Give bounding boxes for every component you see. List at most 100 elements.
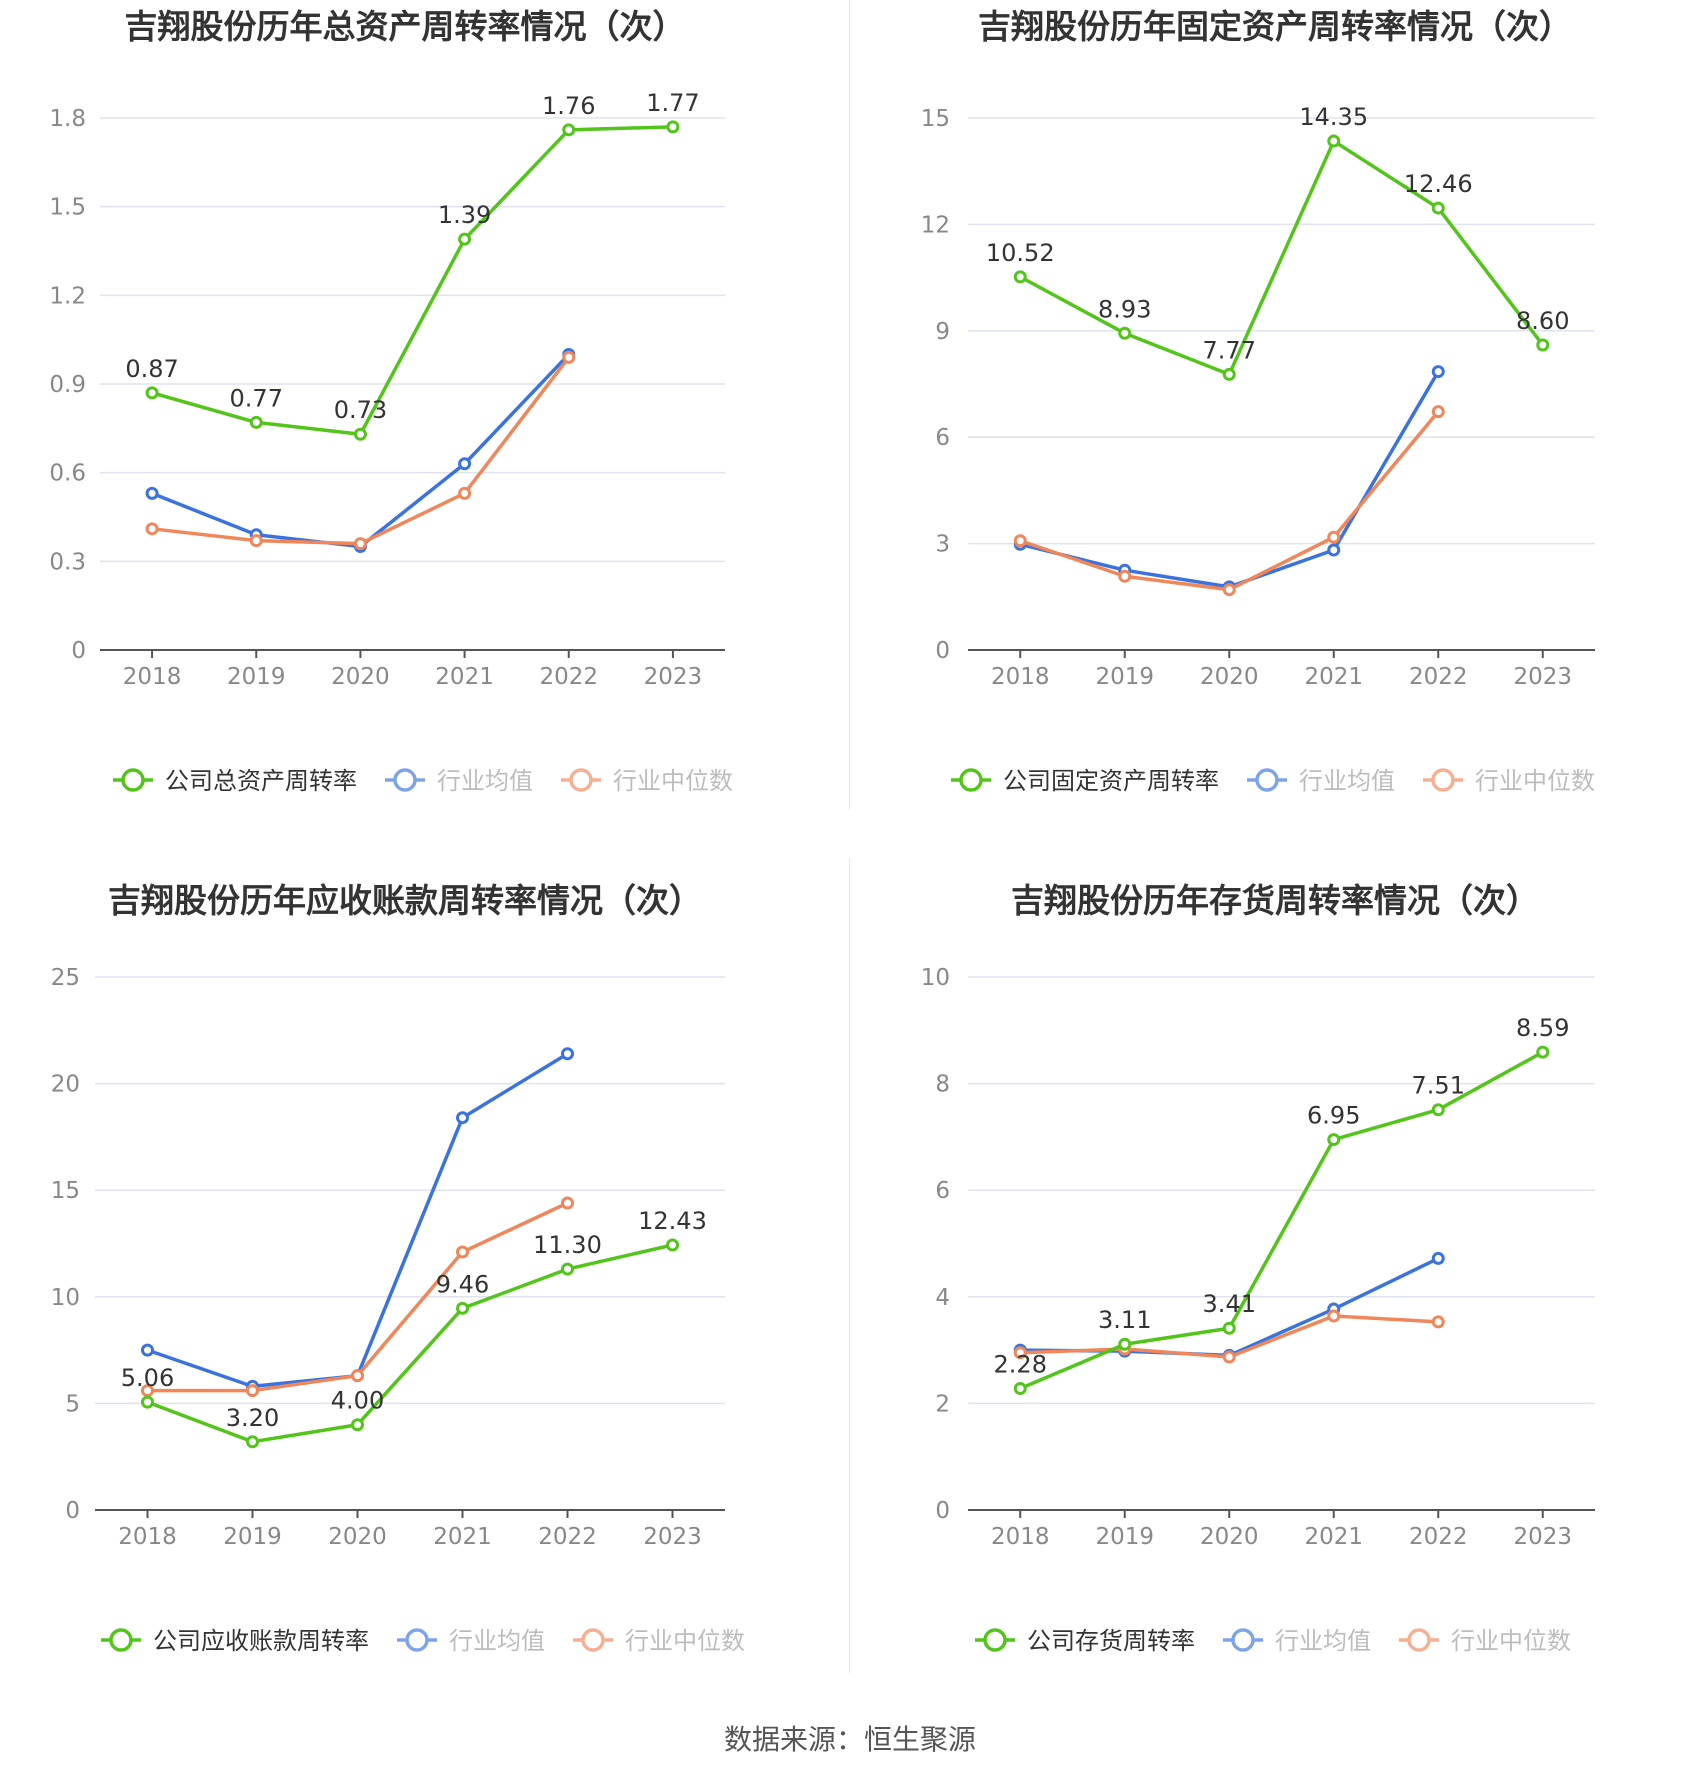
data-label: 7.51 [1412, 1072, 1465, 1100]
data-point-company [1118, 326, 1132, 340]
legend-marker [393, 768, 417, 792]
x-tick-label: 2020 [328, 1524, 387, 1550]
x-tick-label: 2020 [1200, 1524, 1259, 1550]
y-tick-label: 1.2 [49, 283, 86, 309]
chart-title: 吉翔股份历年存货周转率情况（次） [1011, 881, 1539, 920]
y-tick-label: 0.9 [49, 372, 86, 398]
x-tick-label: 2019 [1095, 664, 1154, 690]
data-point-company [1536, 1045, 1550, 1059]
legend-label: 行业均值 [1299, 767, 1395, 795]
chart-inventory-svg: 吉翔股份历年存货周转率情况（次） 0 2 4 6 8 10 2018 2019 2020 2021 2… [921, 881, 1595, 1655]
legend-marker [1255, 768, 1279, 792]
x-tick-label: 2020 [1200, 664, 1259, 690]
legend-marker [405, 1628, 429, 1652]
data-label: 0.87 [125, 355, 178, 383]
data-point-mean [141, 1343, 154, 1357]
legend: 公司应收账款周转率 行业均值 行业中位数 [101, 1627, 745, 1655]
series-line-mean [146, 1052, 569, 1389]
y-tick-label: 10 [921, 965, 950, 991]
x-tick-label: 2018 [123, 664, 182, 690]
data-point-company [1013, 270, 1027, 284]
data-source-note: 数据来源：恒生聚源 [723, 1723, 976, 1756]
series-line-median [1019, 410, 1440, 592]
data-label: 8.93 [1098, 295, 1151, 323]
y-tick-label: 0.3 [49, 549, 86, 575]
y-tick-label: 12 [921, 212, 950, 238]
data-point-mean [561, 1047, 574, 1061]
data-point-median [141, 1384, 154, 1398]
legend-label: 公司总资产周转率 [165, 767, 357, 795]
chart-panel-total-assets: 吉翔股份历年总资产周转率情况（次） 0 0.3 0.6 0.9 1.2 1.5 1.8 2018… [0, 0, 850, 860]
data-point-median [1431, 405, 1445, 419]
legend-label: 行业中位数 [1475, 767, 1595, 795]
y-tick-label: 0 [935, 1498, 950, 1524]
data-label: 3.11 [1098, 1306, 1151, 1334]
legend-item-mean: 行业均值 [397, 1627, 545, 1655]
y-tick-label: 0 [935, 638, 950, 664]
x-tick-label: 2022 [539, 664, 598, 690]
data-label: 12.46 [1404, 170, 1473, 198]
data-point-company [1327, 1133, 1341, 1147]
data-label: 4.00 [331, 1387, 384, 1415]
data-point-median [1327, 1309, 1341, 1323]
data-label: 6.95 [1307, 1102, 1360, 1130]
data-label: 0.73 [334, 396, 387, 424]
legend: 公司固定资产周转率 行业均值 行业中位数 [951, 767, 1595, 795]
legend-item-company: 公司固定资产周转率 [951, 767, 1219, 795]
legend-item-median: 行业中位数 [1423, 767, 1595, 795]
data-point-median [1118, 569, 1132, 583]
y-tick-label: 20 [51, 1072, 80, 1098]
legend: 公司总资产周转率 行业均值 行业中位数 [113, 767, 733, 795]
y-tick-label: 6 [935, 425, 950, 451]
data-label: 5.06 [121, 1364, 174, 1392]
data-point-company [456, 1301, 469, 1315]
legend-marker [983, 1628, 1007, 1652]
legend-item-company: 公司应收账款周转率 [101, 1627, 369, 1655]
chart-panel-inventory: 吉翔股份历年存货周转率情况（次） 0 2 4 6 8 10 2018 2019 2020 2021 2… [850, 860, 1700, 1720]
legend-item-mean: 行业均值 [1223, 1627, 1371, 1655]
top-divider [849, 0, 850, 810]
legend-label: 公司存货周转率 [1027, 1627, 1195, 1655]
legend-label: 行业均值 [449, 1627, 545, 1655]
x-tick-label: 2021 [1304, 1524, 1363, 1550]
x-tick-label: 2021 [1304, 664, 1363, 690]
data-point-company [145, 386, 159, 400]
x-tick-label: 2023 [643, 1524, 702, 1550]
y-tick-label: 3 [935, 532, 950, 558]
x-tick-label: 2019 [227, 664, 286, 690]
legend-item-company: 公司存货周转率 [975, 1627, 1195, 1655]
data-point-company [353, 427, 367, 441]
series-line-company [151, 125, 673, 436]
data-point-median [562, 350, 576, 364]
x-tick-label: 2023 [644, 664, 703, 690]
legend-item-mean: 行业均值 [385, 767, 533, 795]
data-point-median [353, 537, 367, 551]
data-point-company [1536, 338, 1550, 352]
data-point-mean [458, 457, 472, 471]
legend-label: 行业中位数 [625, 1627, 745, 1655]
y-tick-label: 15 [921, 106, 950, 132]
series-line-company [1019, 1050, 1544, 1391]
data-point-company [1327, 134, 1341, 148]
data-point-mean [456, 1111, 469, 1125]
x-tick-label: 2019 [1095, 1524, 1154, 1550]
legend-item-median: 行业中位数 [573, 1627, 745, 1655]
x-tick-label: 2018 [991, 664, 1050, 690]
chart-panel-fixed-assets: 吉翔股份历年固定资产周转率情况（次） 0 3 6 9 12 15 2018 2019 2020 20… [850, 0, 1700, 860]
data-label: 12.43 [638, 1207, 707, 1235]
legend-marker [1407, 1628, 1431, 1652]
data-point-median [351, 1369, 364, 1383]
data-point-company [1222, 1321, 1236, 1335]
legend-label: 行业均值 [1275, 1627, 1371, 1655]
legend-item-median: 行业中位数 [1399, 1627, 1571, 1655]
data-point-median [458, 486, 472, 500]
data-label: 3.41 [1203, 1290, 1256, 1318]
chart-title: 吉翔股份历年应收账款周转率情况（次） [108, 881, 702, 920]
chart-panel-receivables: 吉翔股份历年应收账款周转率情况（次） 0 5 10 15 20 25 2018 2019 2020… [0, 860, 850, 1720]
data-point-median [1013, 1346, 1027, 1360]
data-label: 8.59 [1516, 1014, 1569, 1042]
legend-label: 行业中位数 [613, 767, 733, 795]
chart-fixed-assets-svg: 吉翔股份历年固定资产周转率情况（次） 0 3 6 9 12 15 2018 2019 2020 20… [921, 7, 1595, 795]
data-label: 7.77 [1203, 336, 1256, 364]
x-tick-label: 2018 [991, 1524, 1050, 1550]
